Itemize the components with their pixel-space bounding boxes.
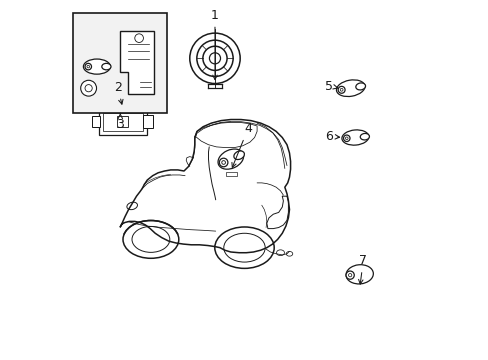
Circle shape [219, 158, 227, 167]
Circle shape [85, 63, 91, 70]
Bar [102, 113, 142, 131]
Circle shape [81, 80, 96, 96]
Ellipse shape [360, 134, 368, 140]
Bar [98, 109, 147, 135]
Ellipse shape [341, 130, 368, 145]
Ellipse shape [233, 151, 244, 159]
Ellipse shape [355, 83, 365, 90]
Text: 1: 1 [211, 9, 219, 80]
Text: 3: 3 [116, 118, 124, 131]
Text: 7: 7 [358, 254, 366, 284]
Bar [117, 116, 128, 127]
Bar [142, 115, 153, 128]
Bar [225, 172, 237, 176]
Text: 6: 6 [324, 130, 332, 143]
Text: 4: 4 [231, 122, 251, 167]
Ellipse shape [346, 265, 373, 284]
Polygon shape [120, 31, 154, 94]
Circle shape [189, 33, 240, 84]
Ellipse shape [83, 59, 110, 74]
Ellipse shape [102, 63, 111, 70]
Circle shape [338, 86, 345, 93]
Text: 5: 5 [324, 80, 332, 93]
Ellipse shape [218, 149, 243, 169]
Ellipse shape [336, 80, 364, 96]
Circle shape [346, 271, 353, 279]
Text: 2: 2 [114, 81, 123, 104]
Circle shape [343, 135, 349, 141]
Bar [73, 13, 167, 113]
Bar [92, 116, 100, 127]
